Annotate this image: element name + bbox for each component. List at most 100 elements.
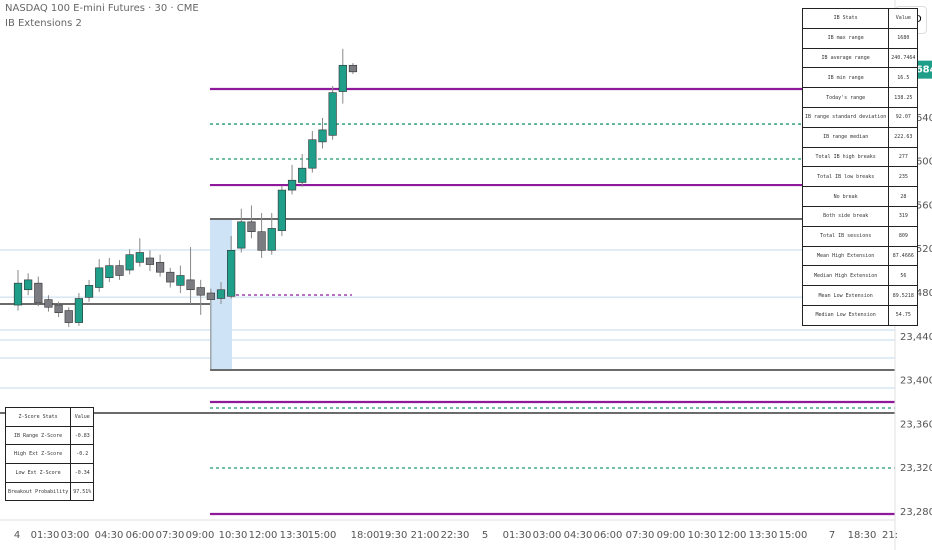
- table-cell: 809: [888, 225, 919, 247]
- x-tick-label: 01:30: [31, 530, 60, 541]
- table-cell: 54.75: [888, 304, 919, 326]
- x-tick-label: 18:30: [848, 530, 877, 541]
- table-cell: 319: [888, 205, 919, 227]
- x-tick-label: 15:00: [308, 530, 337, 541]
- x-tick-label: 13:30: [749, 530, 778, 541]
- table-row: Median Low Extension 54.75: [801, 304, 919, 326]
- table-cell: 16.5: [888, 67, 919, 89]
- candle-body: [64, 310, 73, 323]
- table-row: No break 28: [801, 186, 919, 207]
- table-cell: Value: [70, 407, 95, 427]
- table-cell: Breakout Probability: [4, 481, 72, 502]
- candle-body: [237, 221, 246, 249]
- y-tick-label: 23,320.00: [900, 463, 932, 474]
- table-row: High Ext Z-Score -0.2: [4, 444, 95, 465]
- x-tick-label: 03:00: [533, 530, 562, 541]
- table-cell: Total IB high breaks: [801, 146, 890, 168]
- table-cell: 138.25: [888, 87, 919, 108]
- candle-body: [267, 228, 276, 251]
- table-cell: 277: [888, 146, 919, 168]
- table-cell: -0.34: [70, 463, 95, 483]
- table-cell: Median High Extension: [801, 265, 890, 287]
- table-cell: IB max range: [801, 27, 890, 49]
- table-row: Both side break 319: [801, 205, 919, 227]
- candle-body: [74, 298, 83, 323]
- candle-body: [95, 267, 104, 288]
- candle-body: [34, 282, 43, 304]
- x-tick-label: 01:30: [503, 530, 532, 541]
- candle-body: [156, 262, 165, 273]
- candle-body: [176, 275, 185, 286]
- candle-body: [13, 282, 23, 306]
- table-row: IB min range 16.5: [801, 67, 919, 89]
- x-tick-label: 12:00: [249, 530, 278, 541]
- table-row: Total IB high breaks 277: [801, 146, 919, 168]
- x-tick-label: 06:00: [594, 530, 623, 541]
- x-tick-label: 4: [14, 530, 20, 541]
- table-cell: 97.51%: [70, 481, 95, 502]
- table-cell: 56: [888, 265, 919, 287]
- x-tick-label: 5: [482, 530, 488, 541]
- table-cell: Low Ext Z-Score: [4, 463, 72, 483]
- candle-body: [105, 265, 114, 278]
- x-tick-label: 18:00: [351, 530, 380, 541]
- table-row: IB Stats Value: [801, 8, 919, 29]
- candle-body: [125, 254, 134, 271]
- candle-body: [196, 287, 205, 296]
- table-row: Z-Score Stats Value: [4, 407, 95, 427]
- x-tick-label: 09:00: [186, 530, 215, 541]
- table-row: IB Range Z-Score -0.83: [4, 425, 95, 446]
- candle-body: [216, 289, 226, 299]
- table-cell: 92.07: [888, 106, 919, 128]
- x-tick-label: 09:00: [657, 530, 686, 541]
- y-tick-label: 23,440.00: [900, 332, 932, 343]
- candle-body: [54, 304, 63, 314]
- x-tick-label: 12:00: [718, 530, 747, 541]
- x-tick-label: 06:00: [126, 530, 155, 541]
- table-row: IB range median 222.63: [801, 126, 919, 148]
- table-row: Today's range 138.25: [801, 87, 919, 108]
- x-tick-label: 19:30: [379, 530, 408, 541]
- table-cell: Median Low Extension: [801, 304, 890, 326]
- table-cell: Total IB sessions: [801, 225, 890, 247]
- candle-body: [328, 92, 337, 136]
- candle-body: [257, 231, 266, 251]
- table-row: IB average range 240.7464: [801, 47, 919, 69]
- x-tick-label: 21:00: [411, 530, 440, 541]
- table-row: Mean High Extension 87.4666: [801, 245, 919, 267]
- indicator-name: IB Extensions 2: [5, 18, 82, 29]
- candle-body: [287, 179, 297, 191]
- table-row: Median High Extension 56: [801, 265, 919, 287]
- ib-stats-table: IB Stats Value IB max range 1680 IB average …: [801, 8, 919, 326]
- table-cell: 89.5218: [888, 285, 919, 306]
- table-cell: IB range median: [801, 126, 890, 148]
- candle-body: [115, 265, 124, 276]
- candle-body: [247, 221, 256, 232]
- table-cell: IB Range Z-Score: [4, 425, 72, 446]
- x-tick-label: 22:30: [441, 530, 470, 541]
- x-tick-label: 07:30: [626, 530, 655, 541]
- x-tick-label: 13:30: [280, 530, 309, 541]
- table-cell: IB min range: [801, 67, 890, 89]
- x-tick-label: 04:30: [564, 530, 593, 541]
- table-cell: No break: [801, 186, 890, 207]
- candle-body: [318, 129, 327, 143]
- table-cell: 235: [888, 166, 919, 188]
- table-cell: 28: [888, 186, 919, 207]
- x-tick-label: 03:00: [61, 530, 90, 541]
- x-tick-label: 7: [829, 530, 835, 541]
- z-score-table: Z-Score Stats Value IB Range Z-Score -0.83 H…: [4, 407, 95, 502]
- table-cell: IB average range: [801, 47, 890, 69]
- table-cell: -0.83: [70, 425, 95, 446]
- table-cell: 1680: [888, 27, 919, 49]
- table-cell: IB range standard deviation: [801, 106, 890, 128]
- table-cell: Value: [888, 8, 919, 29]
- x-tick-label: 10:30: [688, 530, 717, 541]
- candle-body: [145, 257, 155, 265]
- table-cell: IB Stats: [801, 8, 890, 29]
- candle-body: [348, 64, 358, 73]
- table-cell: 240.7464: [888, 47, 919, 69]
- table-row: Low Ext Z-Score -0.34: [4, 463, 95, 483]
